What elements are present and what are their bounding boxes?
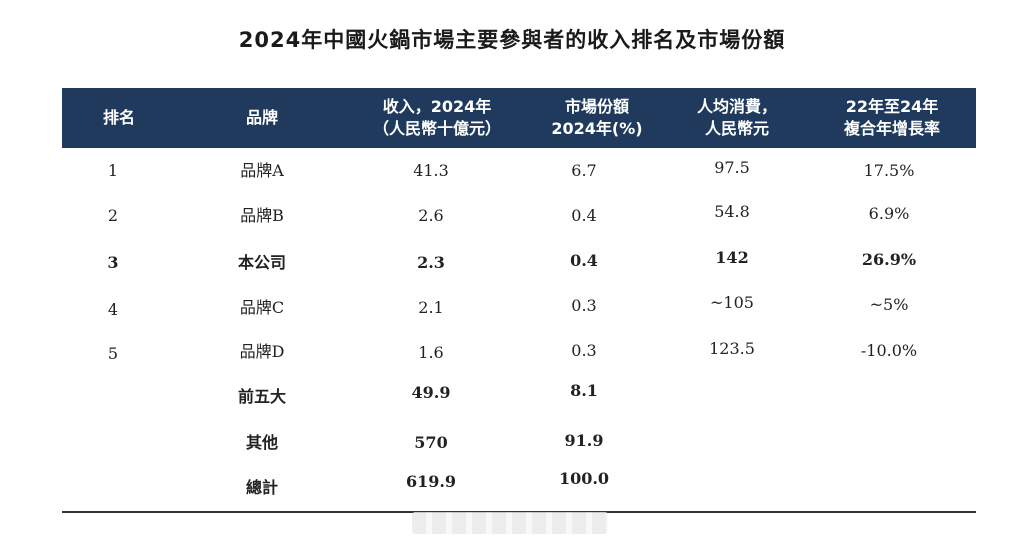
rank-cell: 3	[107, 253, 119, 272]
header-brand-label: 品牌	[245, 108, 278, 127]
brand-cell: 品牌D	[239, 342, 285, 361]
header-per-capita-line1: 人均消費，	[696, 97, 777, 116]
rank-cell: 4	[107, 300, 119, 319]
brand-cell: 品牌B	[240, 206, 284, 225]
summary-revenue: 570	[414, 433, 448, 452]
header-share-line1: 市場份額	[564, 97, 629, 116]
header-share: 市場份額 2024年(%)	[532, 88, 662, 148]
revenue-cell: 2.3	[417, 253, 445, 272]
per-capita-cell: ~105	[710, 293, 754, 312]
per-capita-cell: 123.5	[709, 339, 755, 358]
header-cagr-line2: 複合年增長率	[843, 119, 940, 138]
summary-label: 總計	[245, 478, 279, 497]
share-cell: 0.3	[571, 341, 597, 360]
revenue-cell: 2.6	[418, 206, 444, 225]
per-capita-cell: 97.5	[714, 158, 750, 177]
revenue-cell: 2.1	[418, 298, 444, 317]
header-revenue-line1: 收入，2024年	[382, 97, 492, 116]
summary-label: 前五大	[237, 387, 287, 406]
summary-label: 其他	[245, 433, 279, 452]
header-revenue-line2: （人民幣十億元）	[372, 119, 501, 138]
summary-share: 100.0	[558, 469, 610, 488]
header-revenue: 收入，2024年 （人民幣十億元）	[352, 88, 522, 148]
summary-revenue: 49.9	[411, 383, 451, 402]
header-brand: 品牌	[212, 88, 312, 148]
summary-share: 8.1	[570, 381, 598, 400]
per-capita-cell: 54.8	[714, 202, 750, 221]
summary-revenue: 619.9	[405, 472, 457, 491]
summary-share: 91.9	[564, 431, 604, 450]
rank-cell: 5	[107, 344, 119, 363]
cagr-cell: ~5%	[869, 295, 909, 314]
rank-cell: 2	[107, 206, 119, 225]
revenue-cell: 1.6	[418, 343, 444, 362]
revenue-cell: 41.3	[413, 161, 449, 180]
header-cagr: 22年至24年 複合年增長率	[822, 88, 962, 148]
table-title: 2024年中國火鍋市場主要參與者的收入排名及市場份額	[238, 28, 786, 52]
brand-cell: 品牌C	[239, 298, 285, 317]
brand-cell: 本公司	[237, 253, 287, 272]
cagr-cell: 17.5%	[863, 161, 915, 180]
watermark	[412, 512, 608, 534]
header-cagr-line1: 22年至24年	[845, 97, 939, 116]
brand-cell: 品牌A	[240, 161, 284, 180]
share-cell: 0.4	[571, 206, 597, 225]
header-per-capita-line2: 人民幣元	[704, 119, 769, 138]
header-share-line2: 2024年(%)	[551, 119, 643, 138]
cagr-cell: 26.9%	[861, 250, 917, 269]
cagr-cell: 6.9%	[868, 204, 910, 223]
share-cell: 0.3	[571, 296, 597, 315]
cagr-cell: -10.0%	[860, 341, 918, 360]
share-cell: 0.4	[570, 251, 598, 270]
share-cell: 6.7	[571, 161, 597, 180]
per-capita-cell: 142	[715, 248, 749, 267]
rank-cell: 1	[107, 161, 119, 180]
header-rank: 排名	[74, 88, 164, 148]
header-rank-label: 排名	[102, 108, 135, 127]
header-per-capita: 人均消費， 人民幣元	[672, 88, 802, 148]
table-header: 排名 品牌 收入，2024年 （人民幣十億元） 市場份額 2024年(%) 人均…	[62, 88, 976, 148]
